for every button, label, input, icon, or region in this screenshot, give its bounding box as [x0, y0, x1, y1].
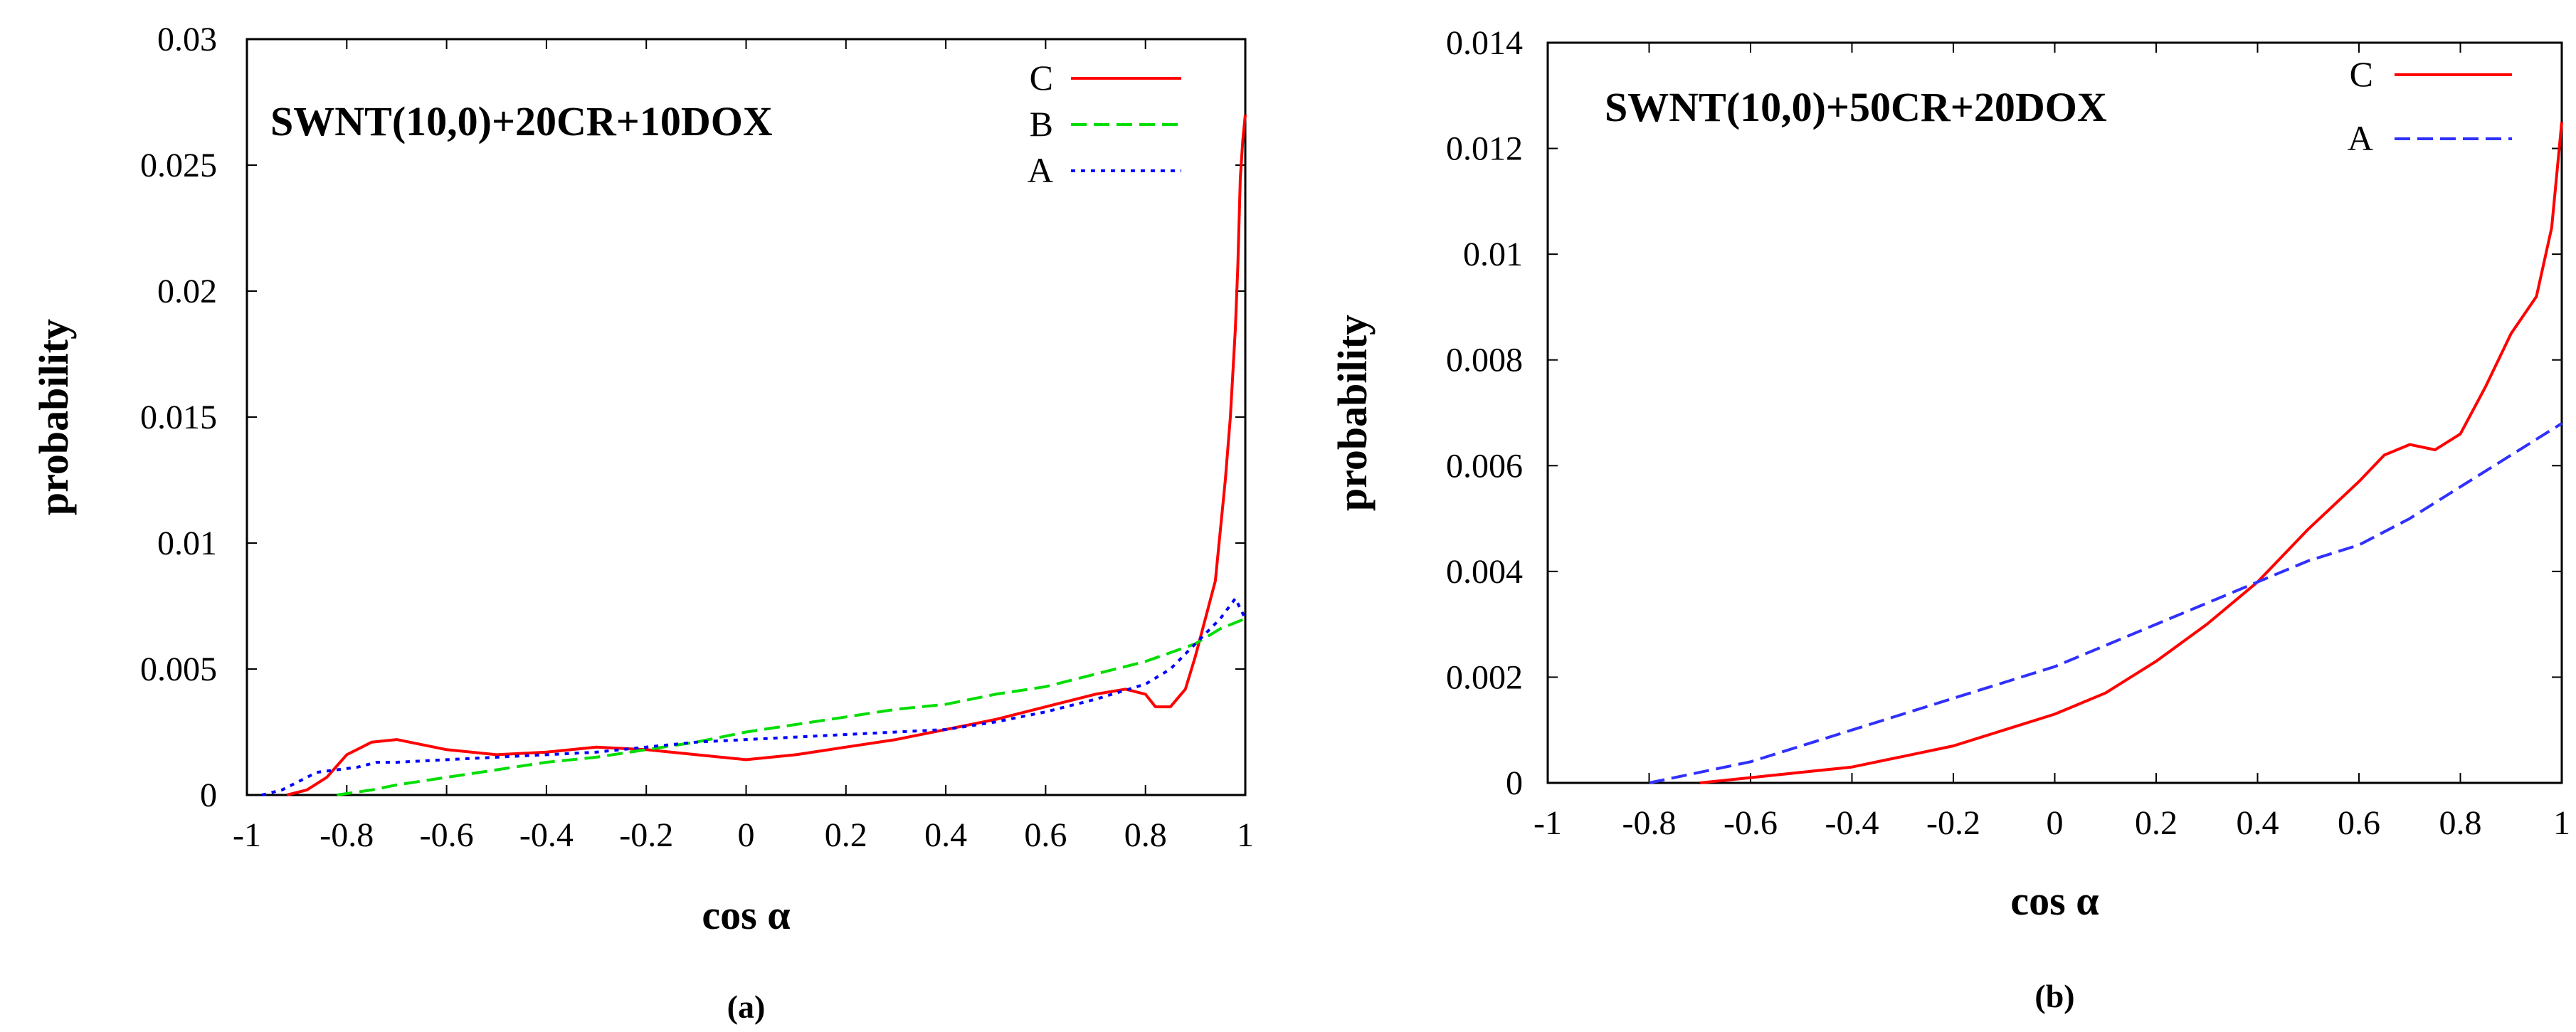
x-axis-label: cos α [2010, 878, 2099, 924]
legend-label-C: C [2350, 54, 2373, 94]
x-tick-label: -0.6 [1724, 804, 1778, 842]
x-tick-label: -1 [1534, 804, 1562, 842]
plot-frame-b [1546, 41, 2563, 784]
chart-panel-b: 0 0.002 0.004 0.006 0.008 0.01 0.012 0.014 -1 -0.… [1329, 24, 2570, 1014]
x-tick-label: -0.8 [1622, 804, 1677, 842]
x-tick-label: 1 [1237, 816, 1254, 854]
x-axis-label: cos α [702, 892, 790, 938]
x-tick-label: -1 [233, 816, 261, 854]
x-tick-label: 0 [2047, 804, 2064, 842]
x-tick-label: 0 [738, 816, 755, 854]
x-tick-label: 0.8 [2439, 804, 2482, 842]
x-tick-label: -0.4 [519, 816, 574, 854]
panel-caption: (b) [2034, 978, 2074, 1014]
y-axis-label: probability [1329, 315, 1376, 511]
x-tick-label: 0.6 [1024, 816, 1067, 854]
x-tick-label: -0.2 [619, 816, 673, 854]
x-tick-label: 0.8 [1124, 816, 1167, 854]
x-tick-label: 0.2 [825, 816, 867, 854]
y-tick-label: 0.02 [157, 273, 217, 310]
y-tick-label: 0.025 [140, 147, 217, 184]
legend-label-B: B [1030, 104, 1053, 144]
plot-frame-a [246, 38, 1247, 796]
x-tick-label: 0.2 [2135, 804, 2178, 842]
x-tick-label: 0.6 [2338, 804, 2380, 842]
y-tick-label: 0.004 [1446, 553, 1523, 591]
x-tick-label: -0.4 [1825, 804, 1879, 842]
x-tick-label: -0.6 [420, 816, 474, 854]
y-tick-label: 0 [200, 776, 217, 814]
legend-label-A: A [1028, 150, 1053, 190]
chart-panel-a: 0 0.005 0.01 0.015 0.02 0.025 0.03 -1 -0.8 -0.6 -0… [31, 21, 1254, 1025]
y-tick-label: 0.012 [1446, 130, 1523, 168]
series-line-C [286, 115, 1247, 796]
y-tick-label: 0.006 [1446, 447, 1523, 485]
y-tick-label: 0.005 [140, 651, 217, 688]
x-tick-label: -0.8 [320, 816, 374, 854]
chart-title: SWNT(10,0)+20CR+10DOX [270, 98, 773, 144]
x-tick-label: 0.4 [2237, 804, 2279, 842]
x-tick-label: 1 [2553, 804, 2570, 842]
y-tick-label: 0.002 [1446, 658, 1523, 696]
x-tick-label: -0.2 [1926, 804, 1980, 842]
series-line-A [1649, 422, 2563, 784]
series-line-C [1699, 122, 2563, 784]
y-tick-label: 0.014 [1446, 24, 1523, 62]
y-tick-label: 0.01 [1463, 236, 1523, 273]
y-tick-label: 0.01 [157, 525, 217, 562]
series-line-A [261, 596, 1247, 796]
panel-caption: (a) [727, 989, 766, 1025]
y-axis-label: probability [31, 319, 77, 515]
y-tick-label: 0 [1506, 764, 1523, 802]
chart-title: SWNT(10,0)+50CR+20DOX [1605, 84, 2107, 130]
y-tick-label: 0.015 [140, 399, 217, 436]
x-tick-label: 0.4 [924, 816, 967, 854]
legend-label-C: C [1030, 58, 1053, 98]
y-tick-label: 0.03 [157, 21, 217, 58]
series-line-B [337, 617, 1246, 796]
y-tick-label: 0.008 [1446, 342, 1523, 379]
legend-label-A: A [2348, 118, 2373, 158]
